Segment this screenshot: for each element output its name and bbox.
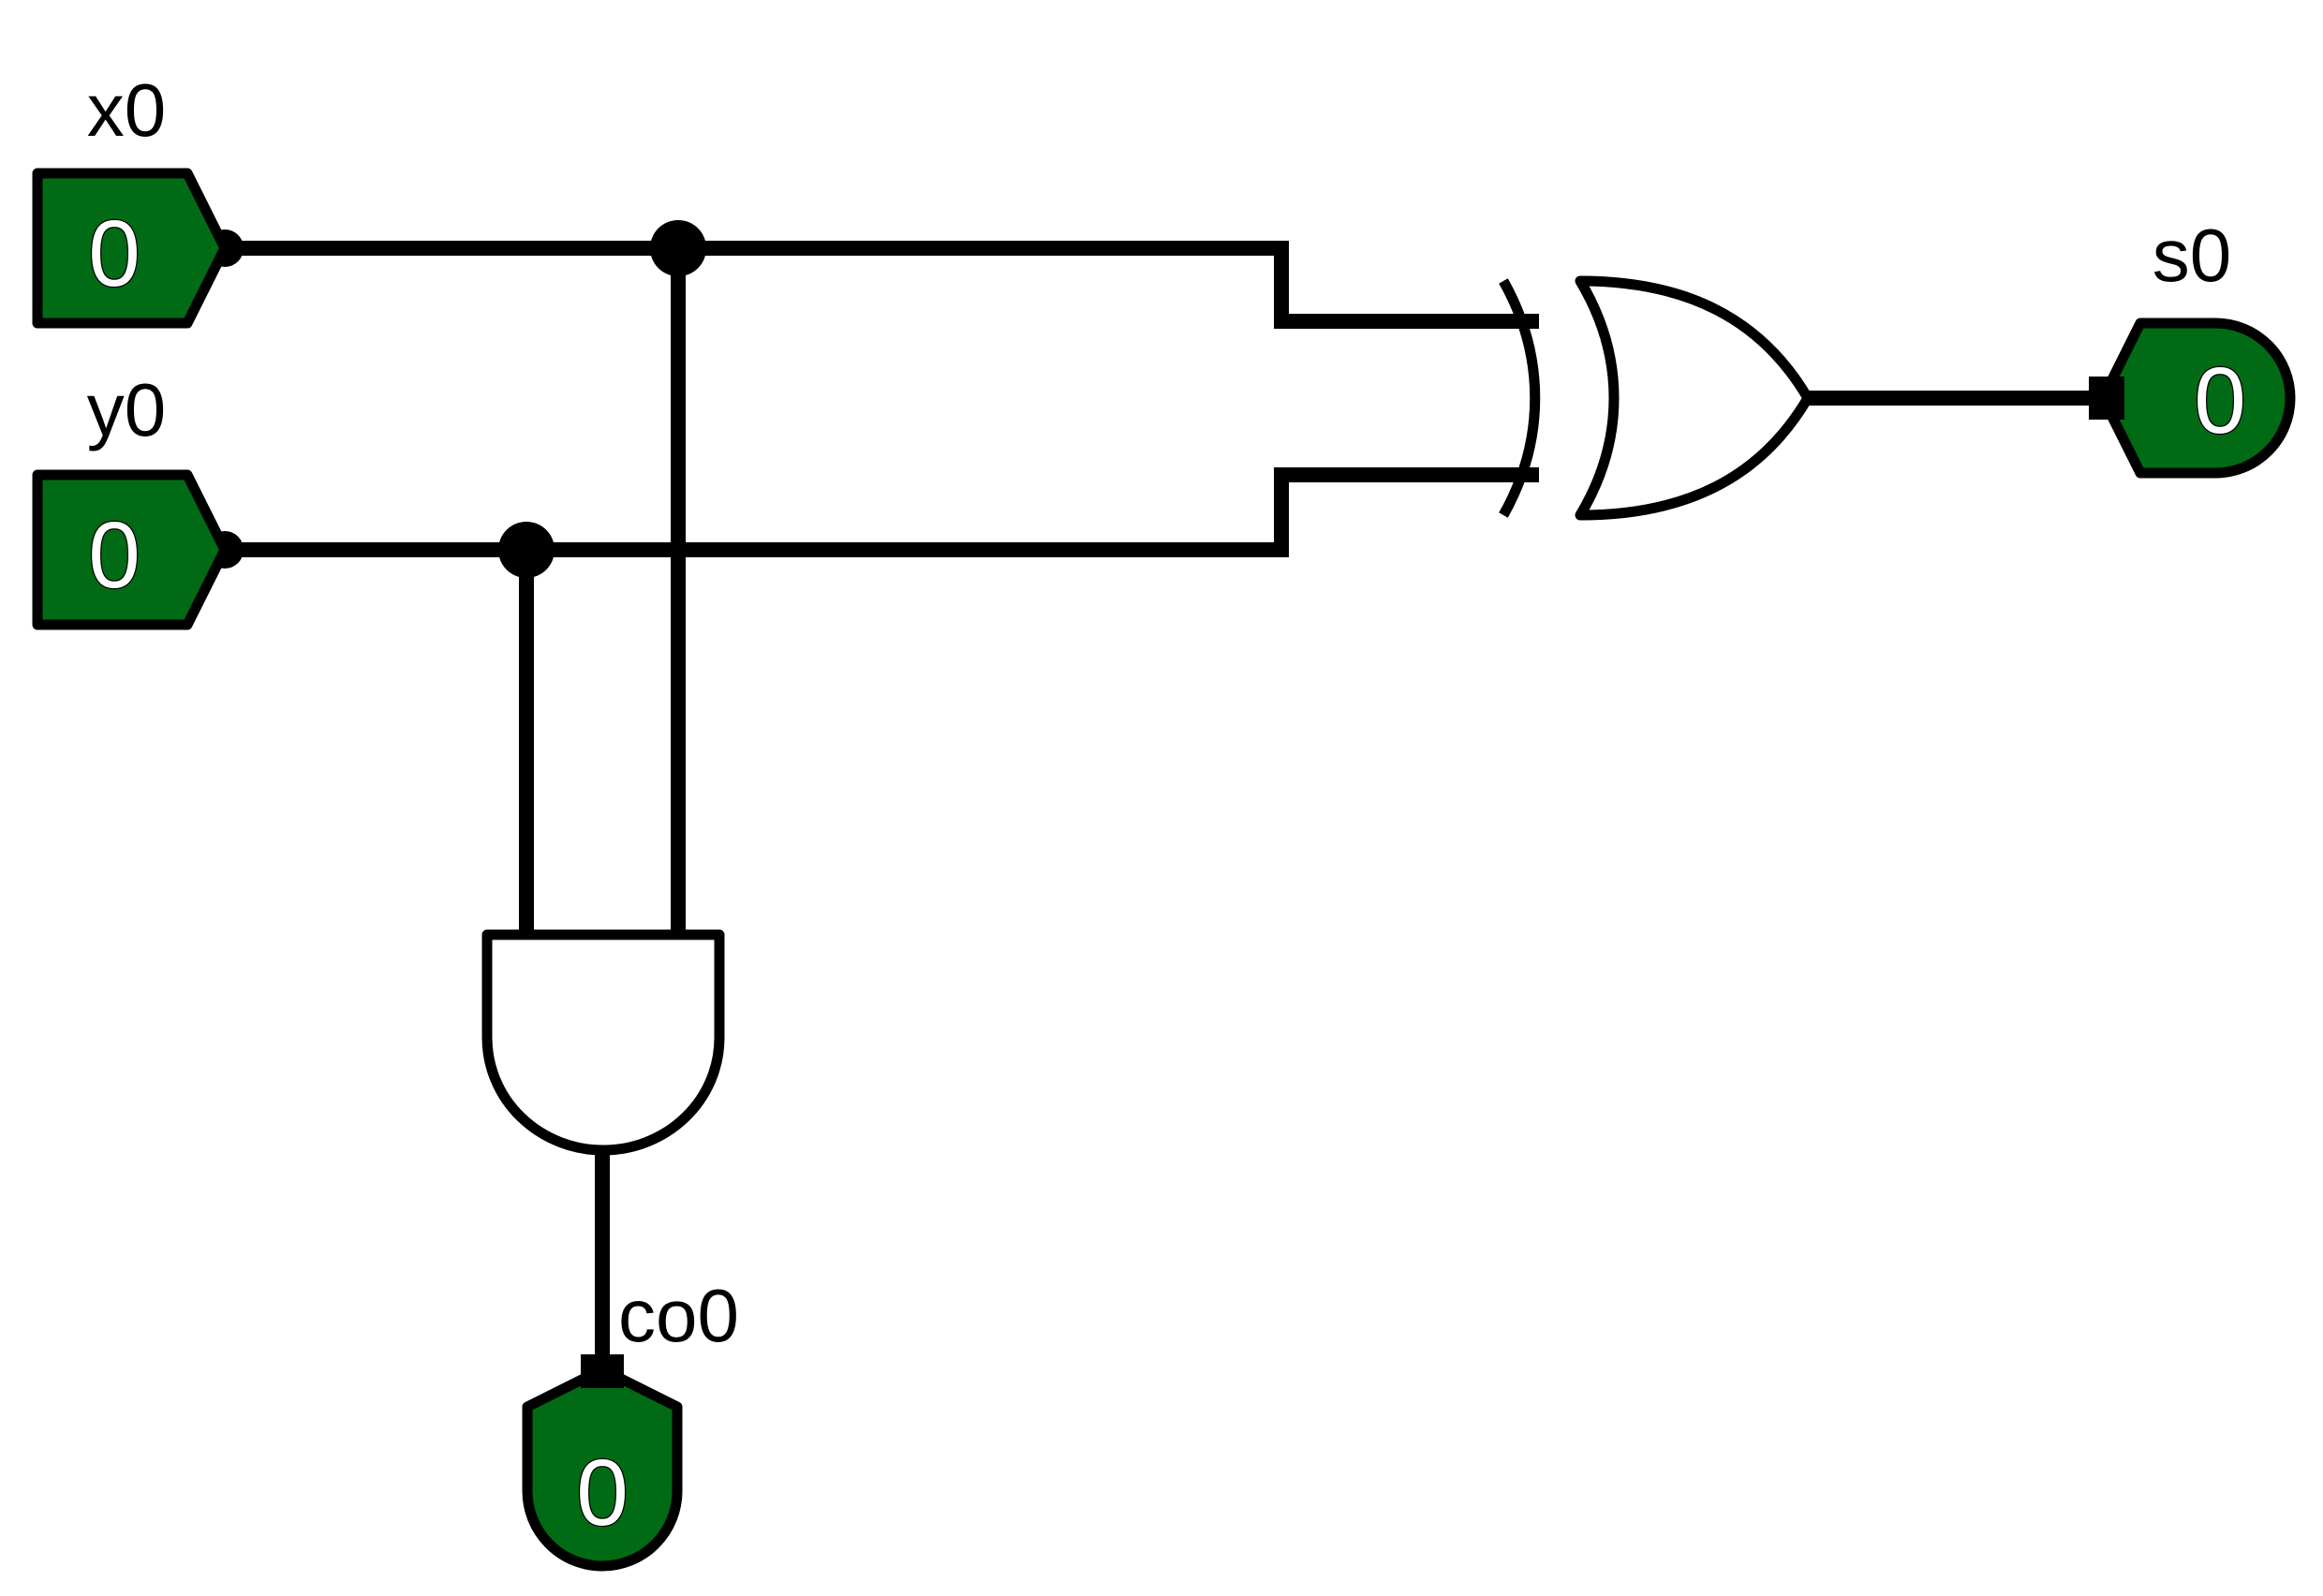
co0-pin-body <box>522 1364 683 1572</box>
junction-dot-x0 <box>650 220 706 276</box>
and-gate[interactable] <box>481 929 725 1156</box>
output-pin-s0[interactable]: 0 s0 <box>2089 214 2296 479</box>
y0-label: y0 <box>87 368 167 451</box>
xor-body <box>1575 275 1813 521</box>
wire-x0-to-xor <box>217 241 1539 329</box>
wire-y0-to-xor <box>217 467 1539 557</box>
co0-pin-connector <box>581 1354 624 1388</box>
s0-pin-connector <box>2089 377 2124 420</box>
co0-label: co0 <box>618 1274 739 1357</box>
wires <box>217 241 2110 1377</box>
and-body <box>481 929 725 1156</box>
x0-pin-body <box>32 168 230 329</box>
co0-value: 0 <box>576 1441 629 1545</box>
junction-dot-y0 <box>498 522 555 578</box>
y0-pin-body <box>32 469 230 630</box>
x0-value: 0 <box>88 201 141 306</box>
xor-gate[interactable] <box>1499 275 1813 521</box>
y0-value: 0 <box>88 503 141 608</box>
s0-label: s0 <box>2153 214 2232 297</box>
output-pin-co0[interactable]: 0 co0 <box>522 1274 739 1572</box>
xor-back-curve <box>1499 278 1541 518</box>
x0-label: x0 <box>87 68 167 152</box>
input-pin-x0[interactable]: 0 x0 <box>32 68 230 329</box>
s0-value: 0 <box>2194 348 2246 453</box>
s0-pin-body <box>2097 318 2296 479</box>
input-pin-y0[interactable]: 0 y0 <box>32 368 230 630</box>
